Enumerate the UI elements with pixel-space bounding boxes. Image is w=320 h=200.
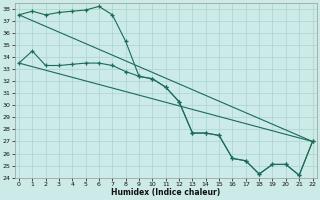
X-axis label: Humidex (Indice chaleur): Humidex (Indice chaleur) <box>111 188 220 197</box>
